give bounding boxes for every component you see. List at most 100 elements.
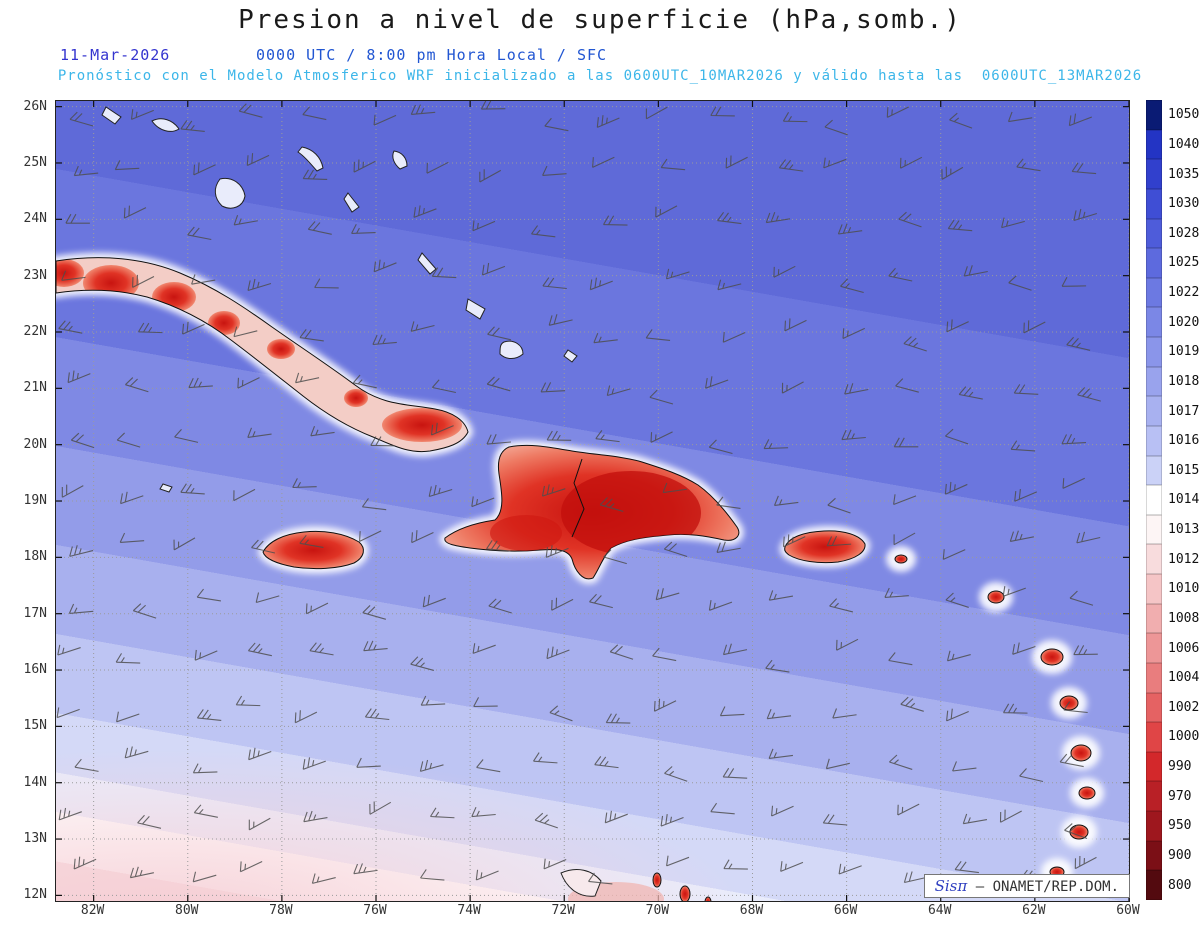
wind-barb bbox=[420, 869, 445, 881]
wind-barb bbox=[840, 278, 864, 294]
colorbar-swatch bbox=[1146, 100, 1162, 130]
wind-barb bbox=[430, 422, 454, 436]
wind-barb bbox=[962, 813, 988, 825]
wind-barb bbox=[1068, 113, 1093, 127]
wind-barb bbox=[946, 650, 971, 662]
wind-barb bbox=[246, 153, 270, 166]
wind-barb bbox=[645, 106, 668, 120]
wind-barb bbox=[192, 763, 218, 774]
wind-barb bbox=[717, 279, 742, 291]
wind-barb bbox=[888, 652, 913, 666]
colorbar-row: 1035 bbox=[1146, 159, 1200, 189]
wind-barb bbox=[419, 759, 444, 772]
wind-barb bbox=[838, 863, 862, 875]
wind-barb bbox=[652, 647, 677, 662]
wind-barb bbox=[832, 708, 857, 719]
wind-barb bbox=[486, 540, 511, 552]
lon-axis: 82W 80W 78W 76W 74W 72W 70W 68W 66W 64W 62W 60W bbox=[55, 903, 1140, 923]
wind-barb bbox=[1013, 384, 1039, 395]
wind-barb bbox=[309, 642, 334, 656]
wind-barb bbox=[716, 541, 741, 553]
wind-barb bbox=[307, 221, 332, 235]
wind-barb bbox=[540, 382, 566, 393]
wind-barb bbox=[655, 588, 680, 601]
wind-barb bbox=[899, 156, 923, 169]
colorbar-swatch bbox=[1146, 692, 1162, 723]
wind-barb bbox=[609, 644, 634, 660]
wind-barb bbox=[299, 534, 324, 549]
wind-barb bbox=[781, 381, 804, 394]
wind-barb bbox=[233, 214, 258, 226]
wind-barb bbox=[364, 708, 390, 721]
wind-barb bbox=[58, 320, 83, 334]
colorbar-swatch bbox=[1146, 633, 1162, 663]
colorbar-row: 1012 bbox=[1146, 544, 1200, 574]
wind-barb bbox=[889, 754, 913, 770]
wind-barb bbox=[941, 166, 964, 180]
wind-barb bbox=[660, 814, 684, 827]
lat-tick-label: 17N bbox=[23, 605, 47, 621]
wind-barb bbox=[822, 814, 848, 826]
wind-barb bbox=[413, 205, 437, 218]
wind-barb bbox=[314, 278, 339, 289]
wind-barb bbox=[1073, 645, 1098, 656]
colorbar-value-label: 970 bbox=[1168, 788, 1192, 804]
wind-barb bbox=[1019, 768, 1044, 783]
lon-tick-label: 66W bbox=[833, 903, 858, 918]
wind-barb bbox=[589, 277, 613, 291]
page-title: Presion a nivel de superficie (hPa,somb.… bbox=[238, 5, 962, 35]
lat-tick-label: 25N bbox=[23, 154, 47, 170]
wind-barb bbox=[353, 863, 378, 875]
colorbar-swatch bbox=[1146, 218, 1162, 249]
colorbar-swatch bbox=[1146, 366, 1162, 397]
wind-barb bbox=[411, 530, 434, 544]
colorbar-row: 1002 bbox=[1146, 692, 1200, 723]
colorbar-row: 1019 bbox=[1146, 337, 1200, 367]
wind-barb bbox=[773, 265, 796, 278]
colorbar-value-label: 900 bbox=[1168, 847, 1192, 863]
wind-barb bbox=[119, 532, 145, 543]
wind-barb bbox=[942, 549, 966, 560]
wind-barbs-layer bbox=[56, 101, 1101, 885]
colorbar-swatch bbox=[1146, 662, 1162, 693]
colorbar-row: 1008 bbox=[1146, 603, 1200, 634]
wind-barb bbox=[823, 157, 847, 169]
wind-barb bbox=[114, 160, 140, 171]
wind-barb bbox=[716, 496, 741, 509]
wind-barb bbox=[826, 535, 852, 547]
wind-barb bbox=[836, 638, 859, 651]
wind-barb bbox=[67, 370, 91, 384]
wind-barb bbox=[196, 709, 222, 721]
wind-barb bbox=[1061, 434, 1086, 445]
wind-barb bbox=[132, 274, 155, 288]
wind-barb bbox=[893, 532, 916, 546]
wind-barb bbox=[247, 427, 272, 438]
wind-barb bbox=[65, 213, 90, 224]
axis-ticks bbox=[56, 101, 1129, 901]
wind-barb bbox=[488, 598, 512, 614]
colorbar-row: 1020 bbox=[1146, 307, 1200, 337]
lon-tick-label: 82W bbox=[80, 903, 105, 918]
colorbar-value-label: 1028 bbox=[1168, 225, 1200, 241]
wind-barb bbox=[1009, 530, 1034, 542]
wind-barb bbox=[430, 807, 455, 819]
wind-barb bbox=[191, 274, 216, 285]
wind-barb bbox=[351, 223, 376, 234]
wind-barb bbox=[594, 756, 619, 769]
colorbar-row: 1010 bbox=[1146, 574, 1200, 604]
wind-barb bbox=[551, 597, 574, 611]
wind-barb bbox=[370, 436, 395, 447]
wind-barb bbox=[886, 106, 910, 118]
wind-barb bbox=[188, 377, 213, 389]
wind-barb bbox=[649, 389, 674, 405]
attribution-brand: Sisπ bbox=[934, 877, 968, 895]
wind-barb bbox=[952, 761, 977, 772]
wind-barb bbox=[768, 590, 794, 601]
wind-barb bbox=[782, 112, 808, 123]
attribution-source: ONAMET/REP.DOM. bbox=[992, 879, 1119, 895]
wind-barb bbox=[963, 265, 988, 277]
wind-barb bbox=[542, 165, 567, 176]
wind-barb bbox=[132, 603, 157, 619]
colorbar-row: 970 bbox=[1146, 781, 1200, 811]
lat-tick-label: 13N bbox=[23, 831, 47, 847]
